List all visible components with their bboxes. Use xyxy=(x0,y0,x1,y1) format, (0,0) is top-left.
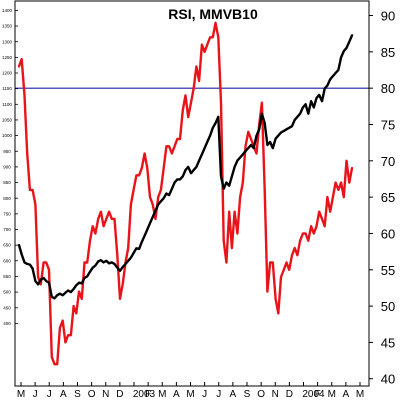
x-tick-label: M xyxy=(328,389,336,400)
right-tick-label: 85 xyxy=(381,45,395,60)
left-tick-label: 800 xyxy=(3,196,11,201)
x-tick-label: J xyxy=(216,389,221,400)
left-tick-label: 700 xyxy=(3,227,11,232)
left-tick-label: 850 xyxy=(3,180,11,185)
x-tick-label: M xyxy=(356,389,364,400)
left-tick-label: 450 xyxy=(3,305,11,310)
x-tick-label-year: 2004 xyxy=(302,389,325,400)
chart-title: RSI, MMVB10 xyxy=(168,6,258,22)
right-tick-label: 45 xyxy=(381,335,395,350)
left-tick-label: 750 xyxy=(3,211,11,216)
x-tick-label: A xyxy=(173,389,180,400)
left-tick-label: 900 xyxy=(3,164,11,169)
left-tick-label: 1350 xyxy=(2,24,13,29)
left-tick-label: 1050 xyxy=(2,118,13,123)
x-tick-label: J xyxy=(47,389,52,400)
left-tick-label: 1000 xyxy=(2,133,13,138)
right-tick-label: 75 xyxy=(381,117,395,132)
x-tick-label: S xyxy=(74,389,81,400)
left-tick-label: 1400 xyxy=(2,8,13,13)
left-tick-label: 1100 xyxy=(2,102,12,107)
left-tick-label: 600 xyxy=(3,258,11,263)
x-tick-label: S xyxy=(244,389,251,400)
rsi-series-line xyxy=(17,21,354,366)
x-tick-label: F xyxy=(145,389,151,400)
left-tick-label: 400 xyxy=(3,321,11,326)
right-tick-label: 70 xyxy=(381,154,395,169)
x-tick-label: J xyxy=(202,389,207,400)
x-tick-label: N xyxy=(272,389,279,400)
right-tick-label: 90 xyxy=(381,9,395,24)
index-series-line xyxy=(17,34,354,300)
left-tick-label: 650 xyxy=(3,243,11,248)
x-tick-label: M xyxy=(17,389,25,400)
x-tick-label: F xyxy=(315,389,321,400)
right-tick-label: 60 xyxy=(381,226,395,241)
left-tick-label: 1250 xyxy=(2,55,13,60)
right-tick-label: 65 xyxy=(381,190,395,205)
right-tick-label: 40 xyxy=(381,372,395,387)
x-tick-label: O xyxy=(88,389,96,400)
left-tick-label: 950 xyxy=(3,149,11,154)
left-tick-label: 500 xyxy=(3,290,11,295)
left-tick-label: 1150 xyxy=(2,86,12,91)
x-tick-label: A xyxy=(60,389,67,400)
right-tick-label: 80 xyxy=(381,81,395,96)
right-tick-label: 55 xyxy=(381,263,395,278)
x-tick-label: M xyxy=(186,389,194,400)
x-tick-label: M xyxy=(158,389,166,400)
x-tick-label-year: 2003 xyxy=(133,389,156,400)
left-tick-label: 1300 xyxy=(2,39,13,44)
left-tick-label: 1200 xyxy=(2,71,13,76)
x-tick-label: D xyxy=(116,389,123,400)
x-tick-label: A xyxy=(343,389,350,400)
plot-frame xyxy=(14,0,370,387)
x-tick-label: N xyxy=(102,389,109,400)
x-tick-label: A xyxy=(230,389,237,400)
x-tick-label: D xyxy=(286,389,293,400)
left-tick-label: 550 xyxy=(3,274,11,279)
x-tick-label: J xyxy=(33,389,38,400)
right-tick-label: 50 xyxy=(381,299,395,314)
x-tick-label: O xyxy=(257,389,265,400)
